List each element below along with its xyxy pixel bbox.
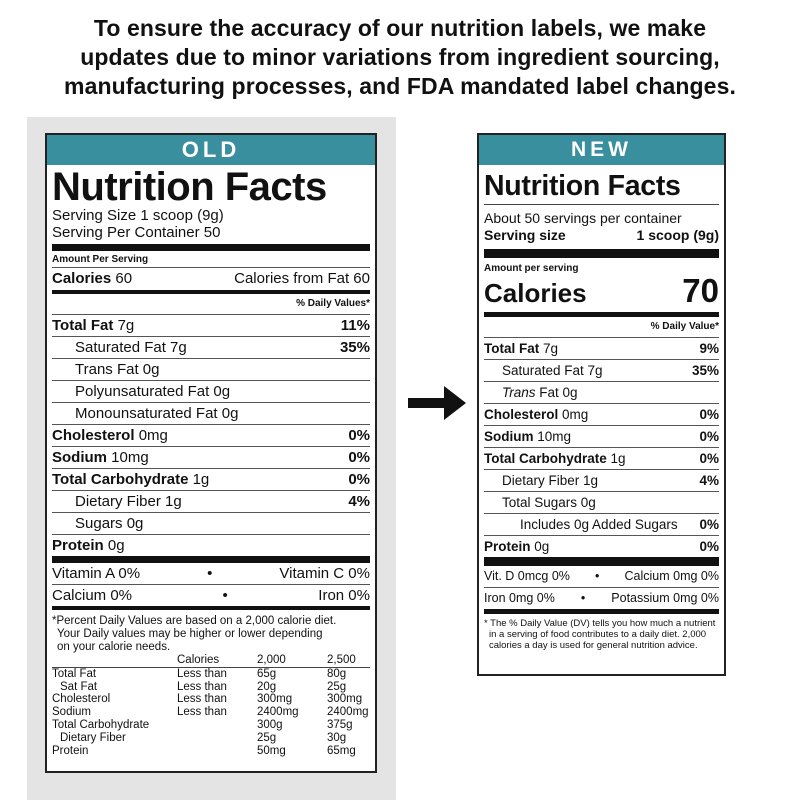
old-divider-thick <box>52 244 370 251</box>
header-text: To ensure the accuracy of our nutrition … <box>0 14 800 101</box>
old-vitamin-dot-1: • <box>207 565 213 582</box>
new-divider-thick <box>484 249 719 258</box>
new-row-added-sugars: Includes 0g Added Sugars 0% <box>484 513 719 535</box>
old-row-polyunsaturated-fat: Polyunsaturated Fat 0g <box>52 380 370 402</box>
new-divider-thick-2 <box>484 557 719 566</box>
new-vitamin-row-2: Iron 0mg 0% • Potassium 0mg 0% <box>484 587 719 609</box>
old-title: Nutrition Facts <box>52 165 327 209</box>
old-vitamin-dot-2: • <box>222 587 228 604</box>
new-row-trans-fat: Trans Fat 0g <box>484 381 719 403</box>
old-calories-label: Calories <box>52 270 112 287</box>
old-dv-table-header: Calories 2,000 2,500 <box>177 654 356 666</box>
old-row-total-carbohydrate: Total Carbohydrate 1g 0% <box>52 468 370 490</box>
new-calcium: Calcium 0mg 0% <box>624 569 719 583</box>
old-calories-from-fat: Calories from Fat 60 <box>234 270 370 287</box>
new-row-total-carbohydrate: Total Carbohydrate 1g 0% <box>484 447 719 469</box>
old-divider-mid <box>52 290 370 294</box>
new-serving-size-value: 1 scoop (9g) <box>636 227 719 243</box>
old-divider-mid-2 <box>52 606 370 610</box>
new-footnote: * The % Daily Value (DV) tells you how m… <box>484 618 716 651</box>
old-dv-table-row: Sat Fat Less than 20g 25g <box>60 680 347 693</box>
old-row-sugars: Sugars 0g <box>52 512 370 534</box>
new-row-saturated-fat: Saturated Fat 7g 35% <box>484 359 719 381</box>
new-row-total-sugars: Total Sugars 0g <box>484 491 719 513</box>
old-nutrition-label: OLD Nutrition Facts Serving Size 1 scoop… <box>45 133 377 773</box>
new-divider-mid <box>484 312 719 317</box>
old-calcium: Calcium 0% <box>52 587 133 604</box>
old-row-cholesterol: Cholesterol 0mg 0% <box>52 424 370 446</box>
new-tag: NEW <box>479 135 724 165</box>
new-vitamin-dot-2: • <box>580 591 586 605</box>
header-line-3: manufacturing processes, and FDA mandate… <box>64 73 736 99</box>
new-calories-value: 70 <box>682 272 719 309</box>
old-calories-value: 60 <box>115 270 133 287</box>
old-servings-per-container: Serving Per Container 50 <box>52 224 221 241</box>
header-line-2: updates due to minor variations from ing… <box>80 44 720 70</box>
right-arrow-icon <box>408 386 466 420</box>
old-row-total-fat: Total Fat 7g 11% <box>52 314 370 336</box>
old-vitamin-row-2: Calcium 0% • Iron 0% <box>52 584 370 606</box>
old-footnote: *Percent Daily Values are based on a 2,0… <box>52 615 337 653</box>
old-amount-per-serving: Amount Per Serving <box>52 254 149 265</box>
new-nutrition-label: NEW Nutrition Facts About 50 servings pe… <box>477 133 726 676</box>
new-title: Nutrition Facts <box>484 170 681 202</box>
new-vitamin-dot-1: • <box>595 569 600 583</box>
new-row-cholesterol: Cholesterol 0mg 0% <box>484 403 719 425</box>
new-calories-row: Calories 70 <box>484 272 719 309</box>
old-vitamin-row-1: Vitamin A 0% • Vitamin C 0% <box>52 563 370 584</box>
new-row-sodium: Sodium 10mg 0% <box>484 425 719 447</box>
new-serving-size-row: Serving size 1 scoop (9g) <box>484 227 719 244</box>
old-vitamin-a: Vitamin A 0% <box>52 565 141 582</box>
old-dv-table-row: Protein 50mg 65mg <box>52 744 356 757</box>
old-row-trans-fat: Trans Fat 0g <box>52 358 370 380</box>
old-calories-row: Calories 60 Calories from Fat 60 <box>52 267 370 290</box>
old-iron: Iron 0% <box>318 587 370 604</box>
new-vitamin-row-1: Vit. D 0mcg 0% • Calcium 0mg 0% <box>484 566 719 587</box>
old-row-sodium: Sodium 10mg 0% <box>52 446 370 468</box>
old-dv-table-row: Total Carbohydrate 300g 375g <box>52 718 353 731</box>
old-serving-size: Serving Size 1 scoop (9g) <box>52 207 224 224</box>
new-iron: Iron 0mg 0% <box>484 591 555 605</box>
old-vitamin-c: Vitamin C 0% <box>279 565 370 582</box>
old-row-dietary-fiber: Dietary Fiber 1g 4% <box>52 490 370 512</box>
old-dv-table-row: Sodium Less than 2400mg 2400mg <box>52 706 369 719</box>
new-row-total-fat: Total Fat 7g 9% <box>484 337 719 359</box>
new-servings: About 50 servings per container <box>484 210 682 226</box>
new-divider-mid-2 <box>484 609 719 614</box>
old-dv-table: Calories 2,000 2,500 Total Fat Less than 6… <box>52 654 370 757</box>
old-dv-table-row: Cholesterol Less than 300mg 300mg <box>52 693 363 706</box>
old-row-saturated-fat: Saturated Fat 7g 35% <box>52 336 370 358</box>
new-dv-header: % Daily Value* <box>650 321 719 332</box>
old-row-protein: Protein 0g <box>52 534 370 556</box>
old-row-monounsaturated-fat: Monounsaturated Fat 0g <box>52 402 370 424</box>
new-amount-per-serving: Amount per serving <box>484 263 579 274</box>
new-vitamin-d: Vit. D 0mcg 0% <box>484 569 570 583</box>
new-row-protein: Protein 0g 0% <box>484 535 719 557</box>
old-dv-table-row: Dietary Fiber 25g 30g <box>60 731 347 744</box>
new-row-dietary-fiber: Dietary Fiber 1g 4% <box>484 469 719 491</box>
old-dv-table-row: Total Fat Less than 65g 80g <box>52 667 347 680</box>
header-line-1: To ensure the accuracy of our nutrition … <box>93 15 707 41</box>
new-serving-size-label: Serving size <box>484 227 566 243</box>
old-dv-header: % Daily Values* <box>296 298 370 309</box>
old-divider-thick-2 <box>52 556 370 563</box>
old-tag: OLD <box>47 135 375 165</box>
new-potassium: Potassium 0mg 0% <box>611 591 719 605</box>
new-calories-label: Calories <box>484 278 587 308</box>
